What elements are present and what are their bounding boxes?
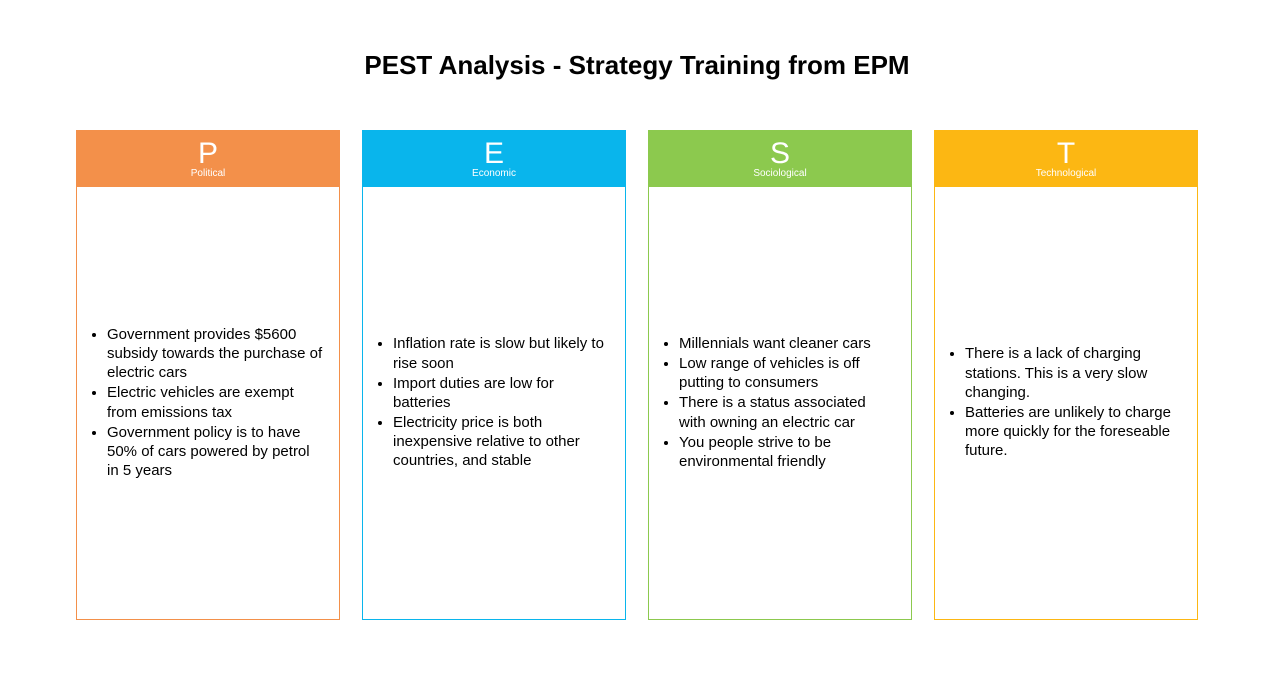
list-item: Batteries are unlikely to charge more qu… [965,403,1181,461]
list-item: Government provides $5600 subsidy toward… [107,325,323,383]
column-technological-header: T Technological [935,131,1197,187]
column-political-letter: P [77,137,339,170]
column-economic-letter: E [363,137,625,170]
list-item: Millennials want cleaner cars [679,334,895,353]
column-political-body: Government provides $5600 subsidy toward… [77,187,339,619]
list-item: You people strive to be environmental fr… [679,433,895,471]
column-technological: T Technological There is a lack of charg… [934,130,1198,620]
column-technological-subtitle: Technological [935,168,1197,179]
column-economic-subtitle: Economic [363,168,625,179]
column-technological-list: There is a lack of charging stations. Th… [961,344,1181,461]
column-sociological-header: S Sociological [649,131,911,187]
column-technological-letter: T [935,137,1197,170]
column-sociological: S Sociological Millennials want cleaner … [648,130,912,620]
column-economic: E Economic Inflation rate is slow but li… [362,130,626,620]
column-sociological-list: Millennials want cleaner cars Low range … [675,334,895,472]
list-item: Government policy is to have 50% of cars… [107,423,323,481]
pest-columns: P Political Government provides $5600 su… [76,130,1198,620]
column-sociological-letter: S [649,137,911,170]
list-item: Electric vehicles are exempt from emissi… [107,383,323,421]
list-item: Electricity price is both inexpensive re… [393,413,609,471]
list-item: Import duties are low for batteries [393,374,609,412]
list-item: Inflation rate is slow but likely to ris… [393,334,609,372]
column-technological-body: There is a lack of charging stations. Th… [935,187,1197,619]
list-item: There is a lack of charging stations. Th… [965,344,1181,402]
column-political-list: Government provides $5600 subsidy toward… [103,325,323,482]
column-political-header: P Political [77,131,339,187]
column-economic-header: E Economic [363,131,625,187]
list-item: Low range of vehicles is off putting to … [679,354,895,392]
page-title: PEST Analysis - Strategy Training from E… [0,50,1274,81]
column-sociological-body: Millennials want cleaner cars Low range … [649,187,911,619]
column-sociological-subtitle: Sociological [649,168,911,179]
column-economic-list: Inflation rate is slow but likely to ris… [389,334,609,471]
column-political: P Political Government provides $5600 su… [76,130,340,620]
column-political-subtitle: Political [77,168,339,179]
column-economic-body: Inflation rate is slow but likely to ris… [363,187,625,619]
list-item: There is a status associated with owning… [679,393,895,431]
